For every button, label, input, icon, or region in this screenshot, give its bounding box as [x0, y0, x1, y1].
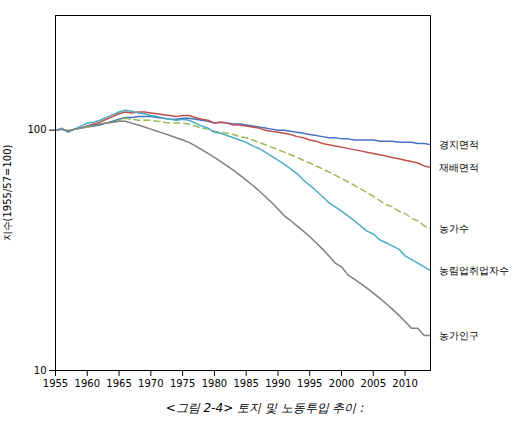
svg-text:100: 100: [27, 124, 46, 135]
svg-text:1995: 1995: [297, 378, 322, 389]
html-text:<그림 2-4> 토지 및 노동투입 추이 :: <그림 2-4> 토지 및 노동투입 추이 :: [165, 401, 365, 415]
svg-text:2010: 2010: [392, 378, 417, 389]
svg-text:1960: 1960: [75, 378, 100, 389]
svg-text:1990: 1990: [265, 378, 290, 389]
svg-text:지수(1955/57=100): 지수(1955/57=100): [2, 144, 13, 241]
svg-text:2000: 2000: [329, 378, 354, 389]
svg-text:농가인구: 농가인구: [439, 330, 479, 341]
svg-text:농가수: 농가수: [439, 223, 469, 234]
svg-text:재배면적: 재배면적: [439, 162, 479, 173]
svg-text:1955: 1955: [43, 378, 68, 389]
svg-text:1985: 1985: [233, 378, 258, 389]
svg-text:경지면적: 경지면적: [439, 139, 479, 150]
svg-text:1975: 1975: [170, 378, 195, 389]
svg-text:농림업취업자수: 농림업취업자수: [439, 265, 509, 276]
svg-text:10: 10: [34, 365, 47, 376]
svg-text:1970: 1970: [138, 378, 163, 389]
svg-text:1980: 1980: [202, 378, 227, 389]
svg-text:2005: 2005: [361, 378, 386, 389]
svg-text:1965: 1965: [106, 378, 131, 389]
